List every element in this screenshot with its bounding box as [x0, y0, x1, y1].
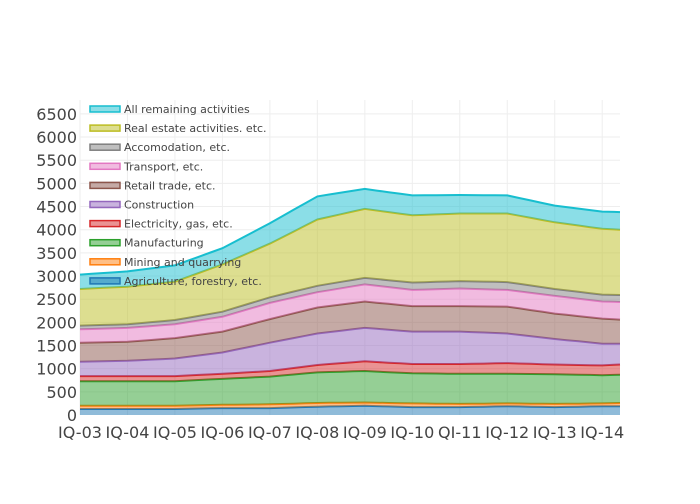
legend-swatch — [89, 124, 121, 132]
legend-swatch — [89, 181, 121, 190]
area-construction — [80, 327, 620, 377]
legend-item-transport-etc[interactable]: Transport, etc. — [89, 160, 203, 173]
legend-item-mining-and-quarrying[interactable]: Mining and quarrying — [89, 256, 241, 269]
y-tick-label: 6000 — [36, 128, 77, 147]
area-electricity-gas-etc — [80, 361, 620, 382]
x-tick-label: IQ-10 — [390, 423, 434, 442]
legend-item-accomodation-etc[interactable]: Accomodation, etc. — [89, 141, 230, 154]
legend-swatch — [89, 143, 121, 151]
y-tick-label: 4500 — [36, 198, 77, 217]
area-agriculture-forestry-etc — [80, 405, 620, 415]
area-layer — [79, 187, 621, 415]
legend-item-construction[interactable]: Construction — [89, 199, 194, 212]
x-tick-label: IQ-07 — [248, 423, 292, 442]
x-tick-label: IQ-09 — [343, 423, 387, 442]
y-tick-label: 5000 — [36, 174, 77, 193]
x-tick-label: IQ-06 — [200, 423, 244, 442]
y-tick-label: 0 — [67, 406, 77, 425]
legend-item-manufacturing[interactable]: Manufacturing — [89, 237, 204, 250]
y-tick-label: 2500 — [36, 290, 77, 309]
legend-item-retail-trade-etc[interactable]: Retail trade, etc. — [89, 179, 216, 192]
legend-label: Construction — [124, 199, 194, 212]
legend-label: Manufacturing — [124, 237, 204, 250]
y-tick-label: 3500 — [36, 244, 77, 263]
legend-item-agriculture-forestry-etc[interactable]: Agriculture, forestry, etc. — [89, 275, 262, 288]
legend-swatch — [89, 219, 121, 228]
legend-label: Transport, etc. — [123, 160, 203, 173]
legend-label: Agriculture, forestry, etc. — [124, 275, 262, 288]
legend-item-real-estate-activities-etc[interactable]: Real estate activities. etc. — [89, 122, 267, 135]
legend-swatch — [89, 162, 121, 171]
legend-swatch — [89, 277, 121, 285]
legend-swatch — [89, 200, 121, 209]
y-tick-label: 1500 — [36, 337, 77, 356]
legend-label: Real estate activities. etc. — [124, 122, 267, 135]
y-tick-label: 2000 — [36, 313, 77, 332]
area-retail-trade-etc — [80, 301, 620, 362]
legend-item-all-remaining-activities[interactable]: All remaining activities — [89, 103, 250, 116]
y-tick-label: 1000 — [36, 360, 77, 379]
legend-item-electricity-gas-etc[interactable]: Electricity, gas, etc. — [89, 218, 233, 231]
x-tick-label: IQ-04 — [106, 423, 150, 442]
y-tick-label: 5500 — [36, 151, 77, 170]
y-tick-label: 6500 — [36, 105, 77, 124]
legend-swatch — [89, 105, 121, 113]
legend-label: Mining and quarrying — [124, 256, 241, 269]
area-transport-etc — [80, 284, 620, 343]
legend[interactable]: All remaining activities Real estate acti… — [89, 103, 267, 288]
x-tick-label: IQ-14 — [580, 423, 624, 442]
line-all-remaining-activities — [79, 187, 621, 276]
y-tick-label: 4000 — [36, 221, 77, 240]
area-real-estate-activities-etc — [80, 208, 620, 326]
x-tick-label: IQ-03 — [58, 423, 102, 442]
x-tick-label: QI-11 — [438, 423, 481, 442]
x-tick-label: IQ-05 — [153, 423, 197, 442]
x-tick-label: IQ-12 — [485, 423, 529, 442]
area-all-remaining-activities — [80, 188, 620, 289]
legend-swatch — [89, 238, 121, 247]
legend-swatch — [89, 258, 121, 266]
x-tick-label: IQ-13 — [533, 423, 577, 442]
legend-label: All remaining activities — [124, 103, 250, 116]
legend-label: Retail trade, etc. — [124, 179, 216, 192]
axis-layer: 0 500 1000 1500 2000 2500 3000 3500 4000 4500 5000… — [36, 105, 624, 442]
legend-label: Accomodation, etc. — [124, 141, 230, 154]
y-tick-label: 500 — [46, 383, 77, 402]
x-tick-label: IQ-08 — [295, 423, 339, 442]
y-tick-label: 3000 — [36, 267, 77, 286]
area-accomodation-etc — [80, 277, 620, 330]
legend-label: Electricity, gas, etc. — [124, 218, 233, 231]
